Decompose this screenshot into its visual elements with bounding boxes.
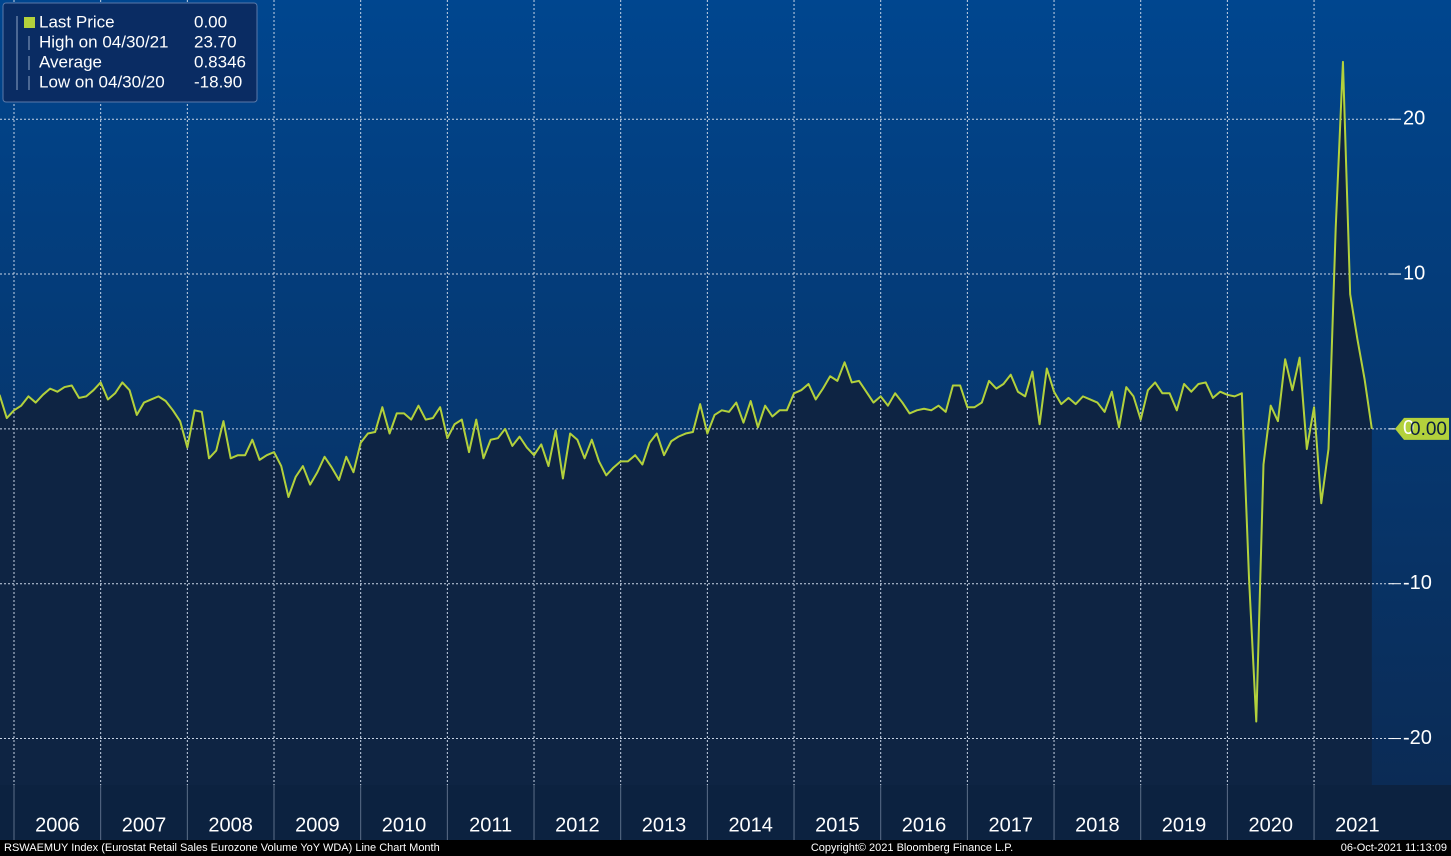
legend-value: 0.8346 [194, 52, 246, 71]
x-tick-label: 2006 [35, 814, 80, 836]
legend-label: High on 04/30/21 [39, 32, 169, 51]
x-tick-label: 2011 [469, 814, 512, 836]
x-tick-label: 2008 [208, 814, 253, 836]
x-axis-strip [0, 785, 1451, 840]
price-line [0, 60, 1373, 723]
x-tick-label: 2013 [642, 814, 687, 836]
area-layer [0, 61, 1372, 785]
legend-value: 23.70 [194, 32, 237, 51]
x-tick-label: 2010 [382, 814, 427, 836]
x-tick-label: 2014 [728, 814, 773, 836]
x-tick-label: 2018 [1075, 814, 1120, 836]
timestamp-text: 06-Oct-2021 11:13:09 [1341, 842, 1447, 854]
legend-label: Low on 04/30/20 [39, 72, 165, 91]
x-tick-label: 2019 [1162, 814, 1207, 836]
legend-swatch [24, 17, 35, 28]
x-tick-label: 2007 [122, 814, 167, 836]
y-tick-label: 20 [1403, 108, 1425, 130]
source-text: RSWAEMUY Index (Eurostat Retail Sales Eu… [4, 842, 440, 854]
y-tick-label: -20 [1403, 727, 1432, 749]
area-fill [0, 61, 1372, 785]
last-price-label: 0.00 [1410, 419, 1447, 440]
x-tick-label: 2016 [902, 814, 947, 836]
y-tick-label: 10 [1403, 262, 1425, 284]
legend-value: -18.90 [194, 72, 242, 91]
x-tick-label: 2017 [988, 814, 1033, 836]
legend-label: Last Price [39, 12, 115, 31]
legend-box [2, 2, 258, 103]
legend-label: Average [39, 52, 102, 71]
last-price-tag [1395, 417, 1449, 440]
y-tick-label: 0 [1403, 417, 1414, 439]
legend-value: 0.00 [194, 12, 227, 31]
y-tick-label: -10 [1403, 572, 1432, 594]
footer-strip [0, 840, 1451, 856]
x-tick-label: 2020 [1248, 814, 1293, 836]
copyright-text: Copyright© 2021 Bloomberg Finance L.P. [811, 842, 1013, 854]
x-tick-label: 2012 [555, 814, 600, 836]
x-tick-label: 2021 [1335, 814, 1380, 836]
line-layer [0, 60, 1449, 723]
x-tick-label: 2009 [295, 814, 340, 836]
x-tick-label: 2015 [815, 814, 860, 836]
